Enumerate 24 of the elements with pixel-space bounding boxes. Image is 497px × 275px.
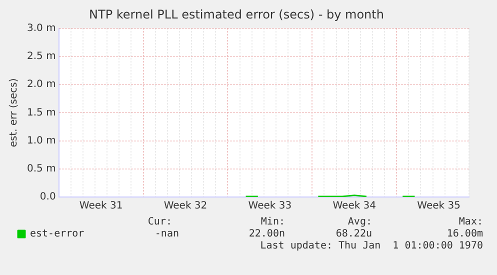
y-tick-label: 0.0 (40, 192, 56, 203)
text: 68.22u (336, 228, 372, 240)
x-tick-label: Week 32 (164, 200, 208, 212)
x-tick-label: Week 34 (332, 200, 376, 212)
y-tick-label: 3.0 m (26, 22, 56, 34)
x-tick-label: Week 33 (248, 200, 292, 212)
x-tick-label: Week 35 (417, 200, 460, 212)
y-axis-title: est. err (secs) (8, 78, 20, 148)
text: -nan (154, 228, 179, 240)
text: 22.00n (248, 228, 285, 240)
y-tick-label: 1.5 m (26, 107, 56, 118)
chart-title: NTP kernel PLL estimated error (secs) - by month (89, 7, 384, 22)
y-tick-label: 0.5 m (26, 163, 56, 174)
text: Cur: (148, 216, 172, 228)
x-tick-label: Week 31 (79, 200, 123, 212)
text: Max: (458, 216, 483, 228)
y-tick-label: 2.5 m (26, 51, 56, 62)
text: Min: (260, 216, 285, 228)
text: 16.00m (446, 228, 483, 240)
y-tick-label: 2.0 m (26, 79, 56, 90)
y-tick-label: 1.0 m (26, 135, 56, 146)
text: Avg: (348, 216, 372, 228)
legend-label: est-error (30, 228, 84, 240)
text: Last update: Thu Jan 1 01:00:00 1970 (260, 240, 483, 252)
